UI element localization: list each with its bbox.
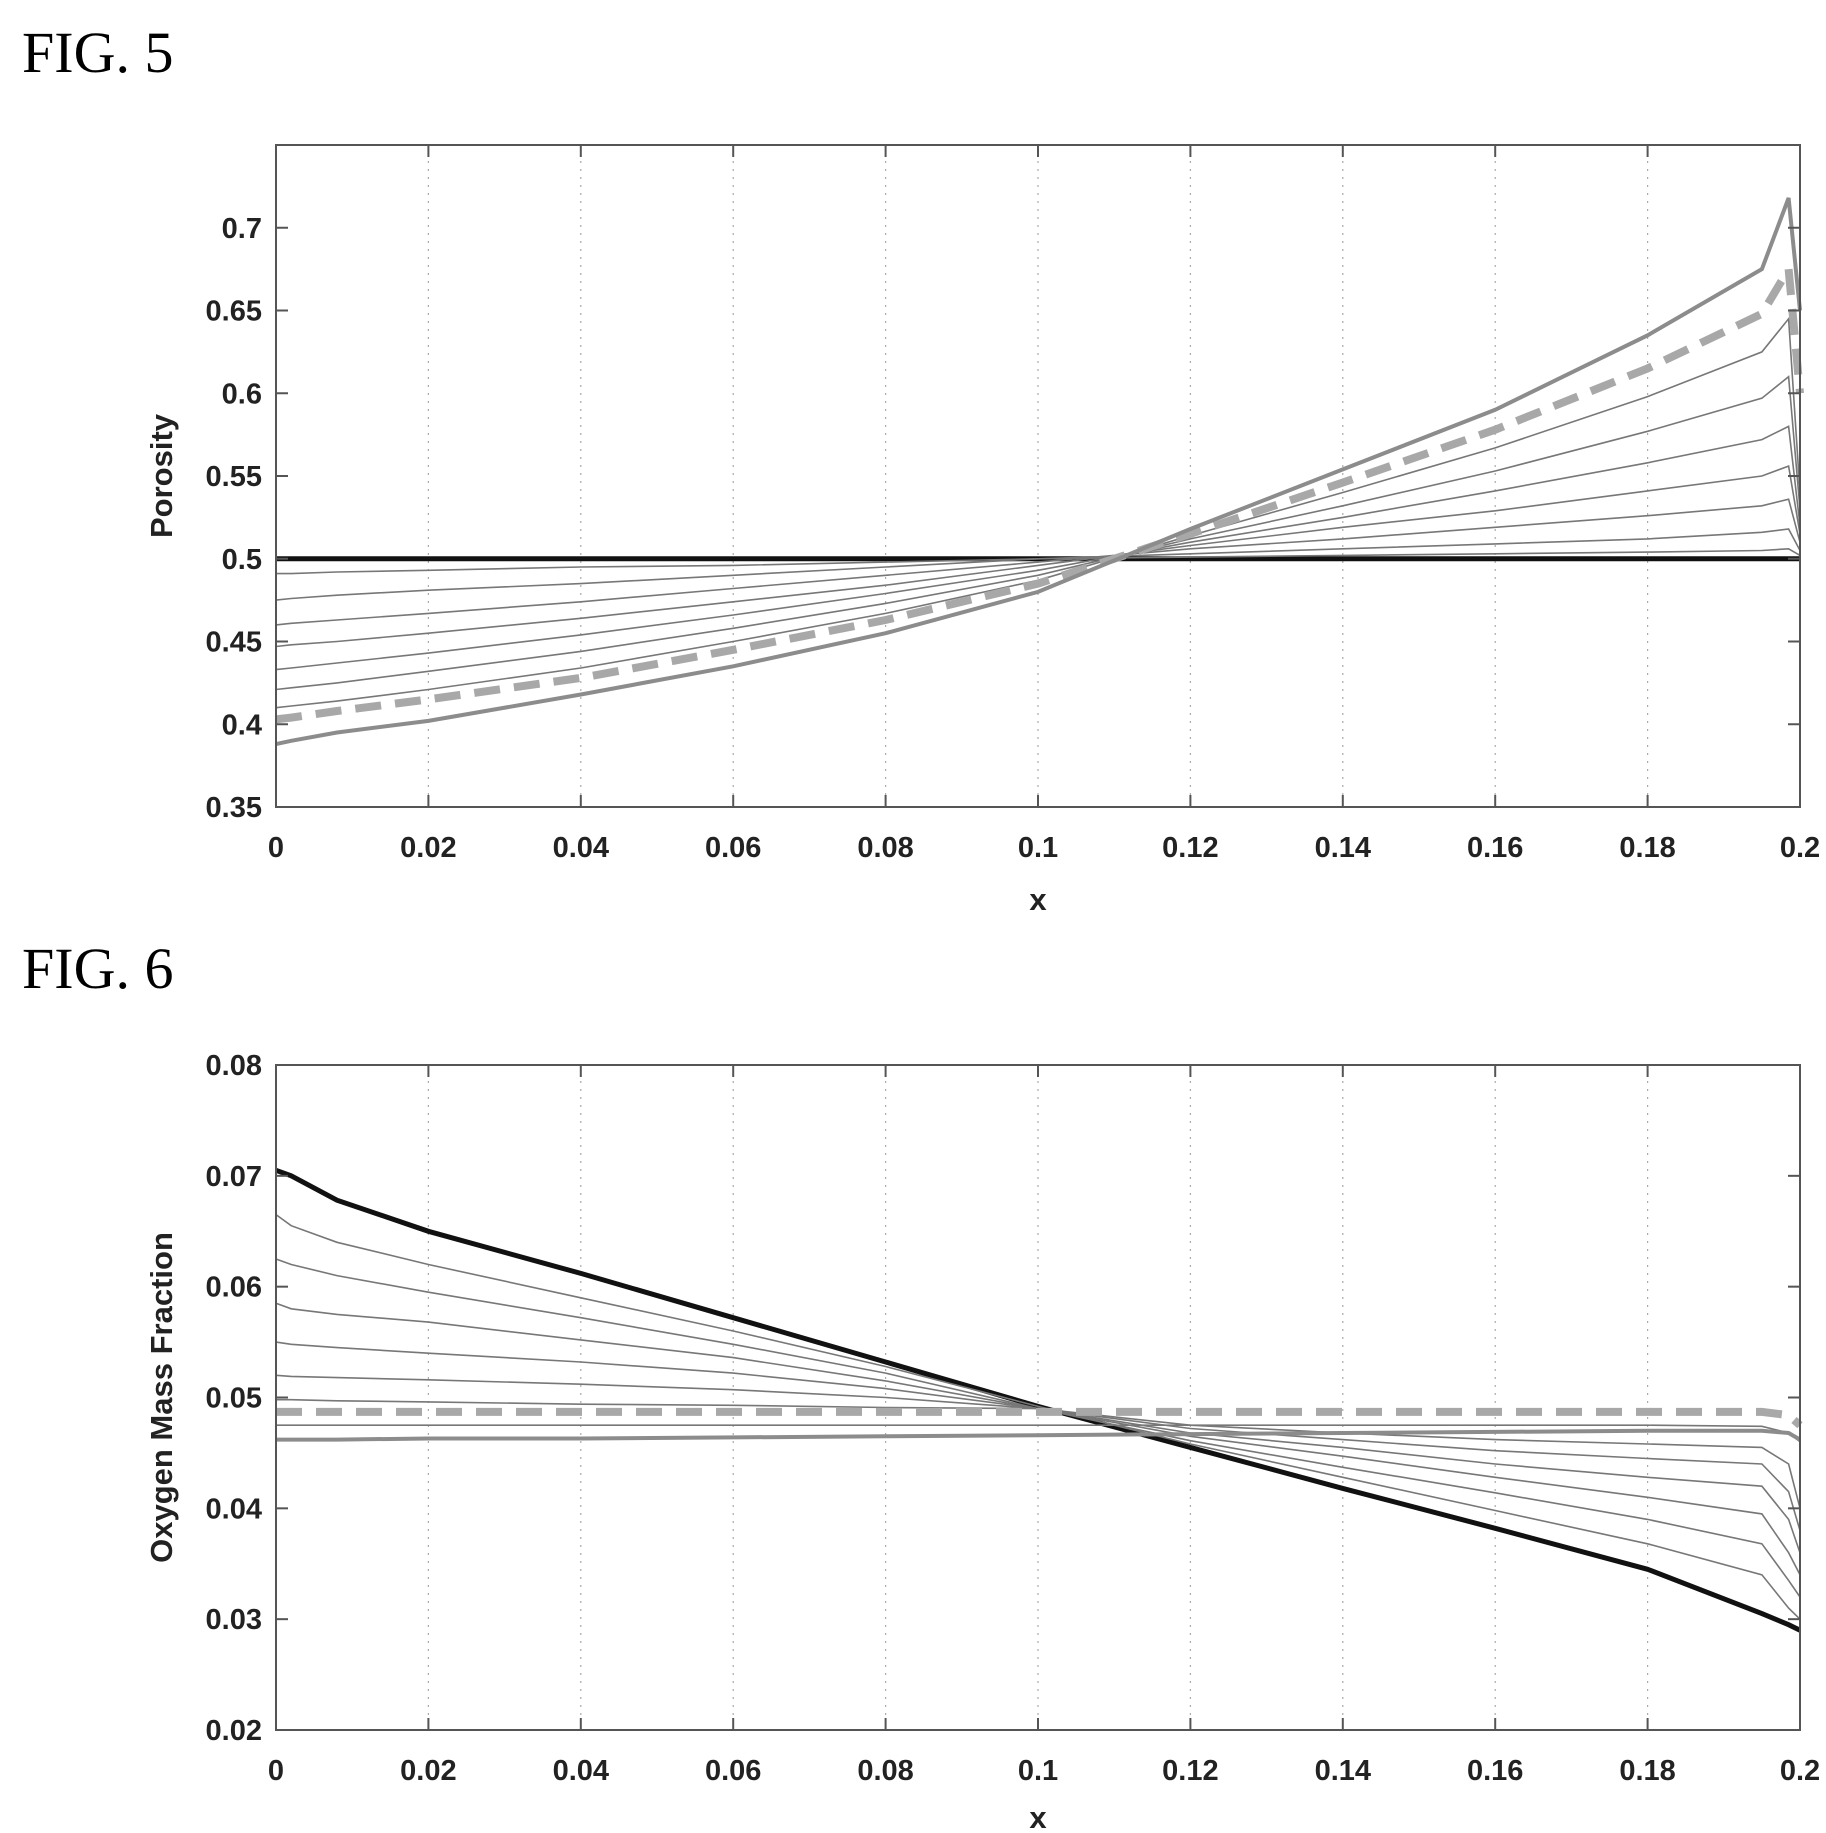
series-line-intermediate [276, 1424, 1801, 1443]
x-tick-label: 0.18 [1619, 1755, 1675, 1787]
x-tick-label: 0.1 [1018, 1755, 1058, 1787]
series-line-intermediate [275, 425, 1801, 671]
y-tick-label: 0.03 [206, 1604, 262, 1636]
x-tick-label: 0.2 [1780, 1755, 1820, 1787]
x-tick-label: 0.16 [1467, 1755, 1523, 1787]
x-tick-label: 0.2 [1780, 832, 1820, 864]
x-tick-label: 0.04 [553, 1755, 609, 1787]
x-tick-label: 0.08 [857, 832, 913, 864]
y-tick-label: 0.07 [206, 1161, 262, 1193]
series-line-dashed [276, 1407, 1803, 1429]
x-tick-label: 0.1 [1018, 832, 1058, 864]
y-tick-label: 0.04 [206, 1493, 262, 1525]
x-tick-label: 0.02 [400, 1755, 456, 1787]
porosity-chart: 0 0.02 0.04 0.06 0.08 0.1 0.12 0.14 0.16 0.18 0.2 0… [144, 144, 1820, 917]
x-tick-label: 0.16 [1467, 832, 1523, 864]
y-tick-label: 0.02 [206, 1715, 262, 1747]
y-tick-label: 0.7 [222, 213, 262, 245]
y-axis-label: Porosity [144, 413, 179, 538]
series-line-intermediate [275, 528, 1801, 601]
x-tick-label: 0.02 [400, 832, 456, 864]
x-axis-label: x [1029, 1800, 1047, 1833]
oxygen-mass-fraction-chart: 0 0.02 0.04 0.06 0.08 0.1 0.12 0.14 0.16 0.18 0.20… [144, 1050, 1820, 1833]
x-axis-label: x [1029, 882, 1047, 917]
series-line-intermediate [275, 1374, 1801, 1531]
y-tick-label: 0.65 [206, 296, 262, 328]
x-tick-label: 0 [268, 1755, 284, 1787]
plot-frame [275, 1064, 1801, 1731]
series-line-intermediate [275, 465, 1801, 648]
series-line-intermediate [275, 1213, 1801, 1620]
y-tick-label: 0.45 [206, 627, 262, 659]
x-tick-label: 0.12 [1162, 832, 1218, 864]
y-tick-label: 0.6 [222, 378, 262, 410]
y-axis-label: Oxygen Mass Fraction [144, 1232, 179, 1563]
x-tick-label: 0.04 [553, 832, 609, 864]
y-tick-label: 0.55 [206, 461, 262, 493]
series-line-final [275, 197, 1802, 747]
x-tick-label: 0.18 [1619, 832, 1675, 864]
y-tick-label: 0.4 [222, 709, 262, 741]
series-line-final [276, 1428, 1802, 1442]
x-tick-label: 0 [268, 832, 284, 864]
y-tick-label: 0.5 [222, 544, 262, 576]
y-tick-label: 0.05 [206, 1383, 262, 1415]
x-tick-label: 0.06 [705, 832, 761, 864]
x-tick-label: 0.14 [1315, 832, 1371, 864]
x-tick-label: 0.12 [1162, 1755, 1218, 1787]
y-tick-label: 0.08 [206, 1050, 262, 1082]
x-tick-label: 0.08 [857, 1755, 913, 1787]
fig5-label: FIG. 5 [22, 20, 173, 85]
y-tick-label: 0.35 [206, 792, 262, 824]
series-line-dashed [275, 256, 1804, 724]
x-tick-label: 0.14 [1315, 1755, 1371, 1787]
fig6-label: FIG. 6 [22, 936, 173, 1001]
y-tick-label: 0.06 [206, 1272, 262, 1304]
series-line-intermediate [275, 498, 1801, 626]
series-line-intermediate [275, 375, 1801, 691]
x-tick-label: 0.06 [705, 1755, 761, 1787]
